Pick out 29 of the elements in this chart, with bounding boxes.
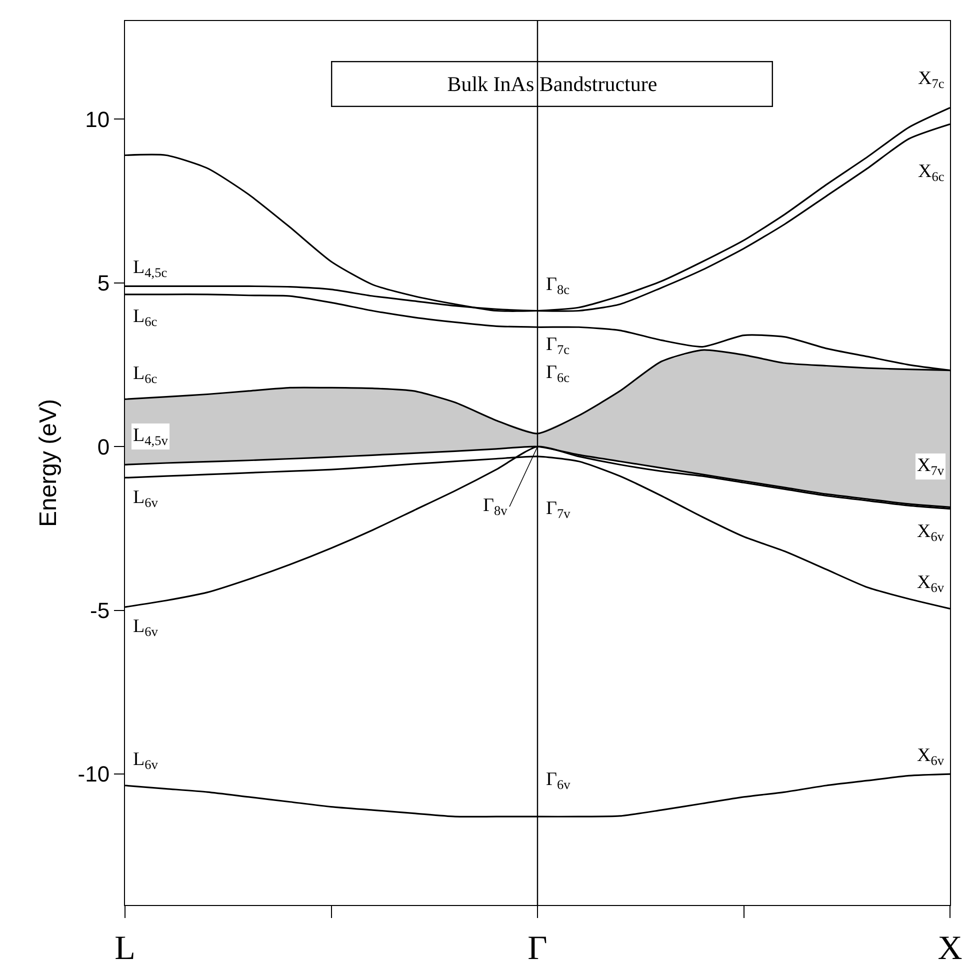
annotation: L$_{4,5c}$ xyxy=(133,257,168,280)
annotation: L$_{6v}$ xyxy=(133,749,158,772)
y-tick-label: 10 xyxy=(85,106,110,132)
annotation: X$_{6c}$ xyxy=(918,161,944,184)
annotation: Γ$_{6v}$ xyxy=(546,769,571,792)
annotation: L$_{4,5v}$ xyxy=(133,425,168,448)
annotation: X$_{6v}$ xyxy=(917,572,944,595)
annotation: L$_{6c}$ xyxy=(133,363,158,386)
annotation: L$_{6v}$ xyxy=(133,616,158,639)
y-tick-label: -10 xyxy=(78,762,110,787)
annotation: X$_{7v}$ xyxy=(917,455,944,478)
x-tick-label: X xyxy=(938,930,962,967)
annotation: Γ$_{7c}$ xyxy=(546,334,570,357)
annotation: L$_{6v}$ xyxy=(133,487,158,510)
y-tick-label: 0 xyxy=(97,434,110,460)
annotation: Γ$_{7v}$ xyxy=(546,498,571,521)
annotation: Γ$_{6c}$ xyxy=(546,362,570,385)
x-tick-label: L xyxy=(114,930,136,967)
annotation: Γ$_{8c}$ xyxy=(546,274,570,297)
y-tick-label: 5 xyxy=(97,270,110,296)
annotation: X$_{6v}$ xyxy=(917,745,944,768)
y-tick-label: -5 xyxy=(90,598,110,624)
annotation: L$_{6c}$ xyxy=(133,306,158,329)
x-tick-label: Γ xyxy=(528,930,548,967)
annotation: X$_{6v}$ xyxy=(917,521,944,544)
text: Bulk InAs Bandstructure xyxy=(447,72,658,96)
annotation: X$_{7c}$ xyxy=(918,68,944,91)
y-axis-title: Energy (eV) xyxy=(34,398,62,528)
annotation: Γ$_{8v}$ xyxy=(483,495,508,518)
